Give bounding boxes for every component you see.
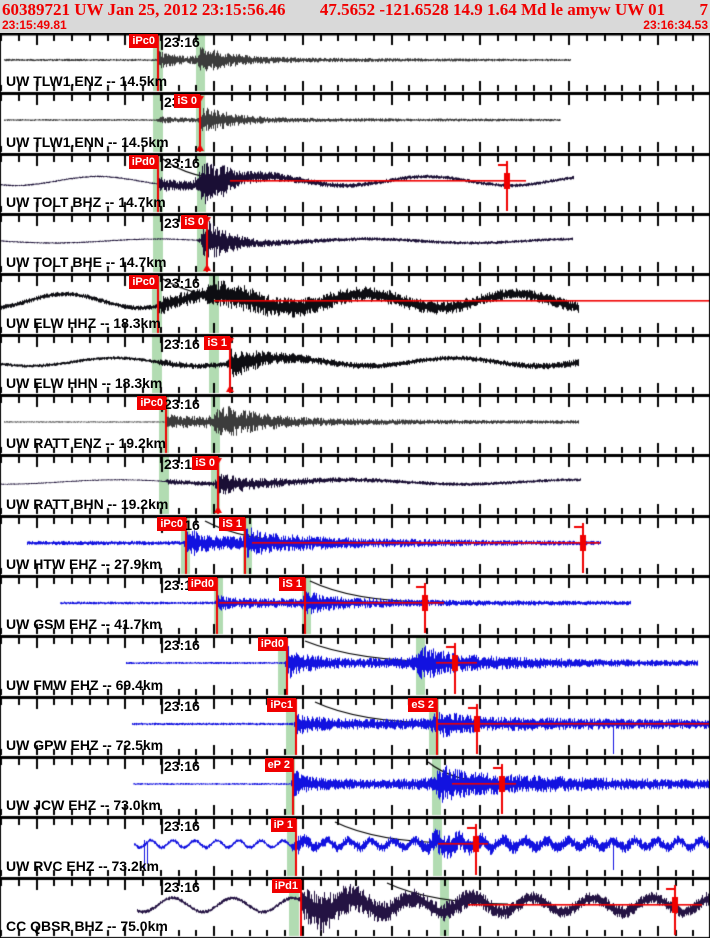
- minute-label: 23:16: [164, 758, 200, 774]
- window-start-time: 23:15:49.81: [2, 18, 67, 32]
- phase-pick-label[interactable]: iS 1: [204, 336, 230, 350]
- station-label[interactable]: UW GPW EHZ -- 72.5km: [6, 737, 164, 753]
- phase-pick-label[interactable]: iP 1: [270, 818, 296, 832]
- minute-label: 23:16: [164, 818, 200, 834]
- station-label[interactable]: UW FMW EHZ -- 69.4km: [6, 677, 164, 693]
- minute-label: 23:16: [164, 34, 200, 50]
- minute-label: 23:16: [164, 155, 200, 171]
- minute-label: 23:16: [164, 698, 200, 714]
- phase-pick-label[interactable]: iS 0: [192, 456, 218, 470]
- window-end-time: 23:16:34.53: [643, 18, 708, 32]
- event-count: 7: [699, 0, 709, 19]
- station-label[interactable]: UW RATT ENZ -- 19.2km: [6, 435, 166, 451]
- minute-label: 23:16: [164, 456, 200, 472]
- station-label[interactable]: UW HTW EHZ -- 27.9km: [6, 556, 162, 572]
- phase-pick-label[interactable]: iPd0: [187, 577, 217, 591]
- phase-pick-label[interactable]: iPc0: [137, 396, 166, 410]
- station-label[interactable]: CC QBSR BHZ -- 75.0km: [6, 918, 168, 934]
- event-id-time: 60389721 UW Jan 25, 2012 23:15:56.46: [2, 0, 286, 19]
- phase-pick-label[interactable]: iPd0: [257, 637, 287, 651]
- event-summary-line: 60389721 UW Jan 25, 2012 23:15:56.46 47.…: [2, 0, 708, 19]
- time-window-line: 23:15:49.81 23:16:34.53: [0, 18, 710, 33]
- minute-label: 23:16: [164, 396, 200, 412]
- minute-label: 23:16: [164, 336, 200, 352]
- station-label[interactable]: UW TLW1.ENN -- 14.5km: [6, 134, 169, 150]
- phase-pick-label[interactable]: iPc0: [129, 275, 158, 289]
- phase-pick-label[interactable]: eS 2: [408, 698, 437, 712]
- phase-pick-label[interactable]: iS 1: [219, 517, 245, 531]
- station-label[interactable]: UW RVC EHZ -- 73.2km: [6, 858, 159, 874]
- phase-pick-label[interactable]: iPd0: [128, 155, 158, 169]
- minute-label: 23:16: [164, 637, 200, 653]
- phase-pick-label[interactable]: iPc0: [129, 34, 158, 48]
- station-label[interactable]: UW ELW HHN -- 18.3km: [6, 375, 163, 391]
- station-label[interactable]: UW JCW EHZ -- 73.0km: [6, 797, 161, 813]
- phase-pick-label[interactable]: iS 0: [181, 215, 207, 229]
- phase-pick-label[interactable]: eP 2: [264, 758, 293, 772]
- station-label[interactable]: UW ELW HHZ -- 18.3km: [6, 315, 161, 331]
- minute-label: 23:16: [164, 275, 200, 291]
- phase-pick-label[interactable]: iPc0: [157, 517, 186, 531]
- station-label[interactable]: UW RATT BHN -- 19.2km: [6, 496, 169, 512]
- station-label[interactable]: UW GSM EHZ -- 41.7km: [6, 616, 162, 632]
- phase-pick-label[interactable]: iS 0: [174, 94, 200, 108]
- event-location-magnitude: 47.5652 -121.6528 14.9 1.64 Md le amyw U…: [319, 0, 666, 19]
- station-label[interactable]: UW TOLT BHE -- 14.7km: [6, 254, 167, 270]
- phase-pick-label[interactable]: iPd1: [271, 879, 301, 893]
- station-label[interactable]: UW TOLT BHZ -- 14.7km: [6, 194, 166, 210]
- phase-pick-label[interactable]: iPc1: [267, 698, 296, 712]
- event-header: 60389721 UW Jan 25, 2012 23:15:56.46 47.…: [0, 0, 710, 33]
- phase-pick-label[interactable]: iS 1: [279, 577, 305, 591]
- minute-label: 23:16: [164, 879, 200, 895]
- station-label[interactable]: UW TLW1.ENZ -- 14.5km: [6, 73, 168, 89]
